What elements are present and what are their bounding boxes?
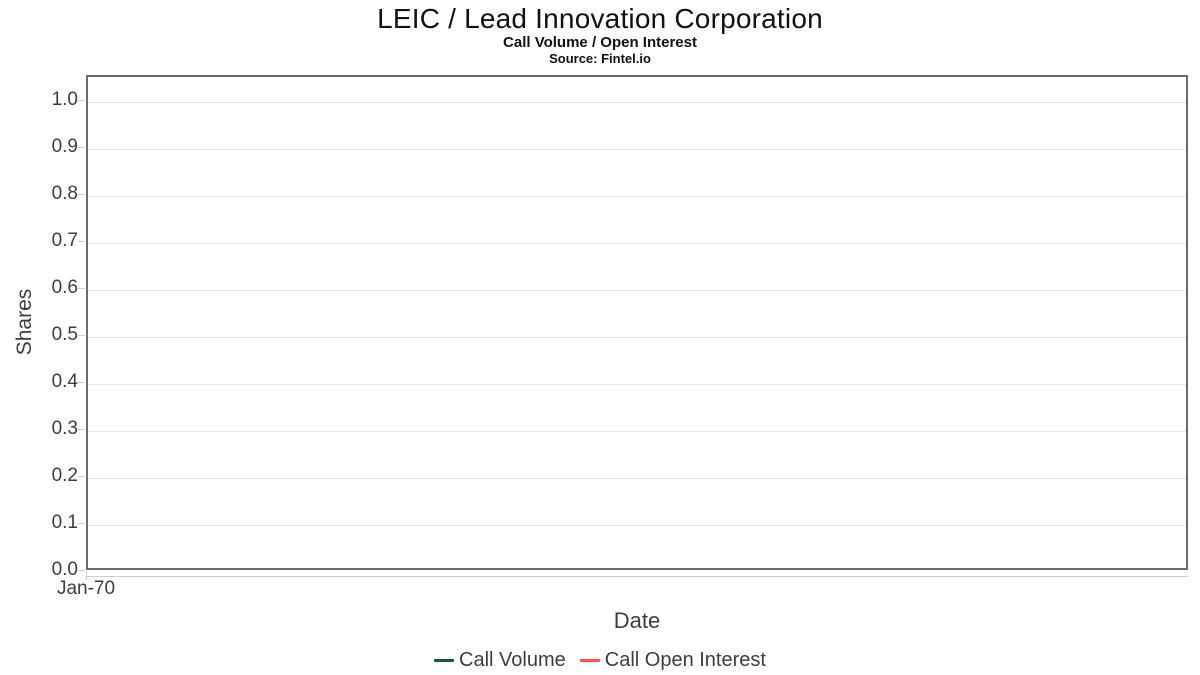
x-axis-line xyxy=(86,576,1188,577)
y-tick-mark xyxy=(78,523,85,524)
gridline xyxy=(88,196,1186,197)
chart-subtitle: Call Volume / Open Interest xyxy=(503,34,697,51)
x-axis-title: Date xyxy=(613,608,661,633)
legend: Call Volume Call Open Interest xyxy=(0,646,1200,674)
y-tick-mark xyxy=(78,335,85,336)
legend-label: Call Open Interest xyxy=(604,648,766,671)
plot-area xyxy=(86,75,1188,570)
chart-title: LEIC / Lead Innovation Corporation xyxy=(377,3,823,34)
y-tick-label: 0.1 xyxy=(51,512,78,533)
gridline xyxy=(88,384,1186,385)
legend-item-call-volume[interactable]: Call Volume xyxy=(434,649,566,672)
y-tick-label: 0.2 xyxy=(51,465,78,486)
legend-line-swatch xyxy=(579,658,600,662)
y-tick-label: 0.5 xyxy=(51,324,78,345)
y-tick-label: 0.3 xyxy=(51,418,78,439)
y-tick-mark xyxy=(78,194,85,195)
y-tick-label: 0.7 xyxy=(51,230,78,251)
gridline xyxy=(88,525,1186,526)
y-tick-mark xyxy=(78,570,85,571)
y-tick-mark xyxy=(78,288,85,289)
gridline xyxy=(88,243,1186,244)
y-tick-mark xyxy=(78,100,85,101)
chart-source: Source: Fintel.io xyxy=(549,51,651,66)
y-tick-label: 0.4 xyxy=(51,371,78,392)
y-tick-mark xyxy=(78,429,85,430)
y-axis-title: Shares xyxy=(13,288,36,356)
y-tick-label: 0.0 xyxy=(51,559,78,580)
gridline xyxy=(88,290,1186,291)
x-tick-label: Jan-70 xyxy=(56,578,116,599)
y-tick-label: 0.8 xyxy=(51,183,78,204)
gridline xyxy=(88,337,1186,338)
gridline xyxy=(88,102,1186,103)
legend-label: Call Volume xyxy=(459,648,566,671)
y-tick-label: 0.9 xyxy=(51,136,78,157)
legend-line-swatch xyxy=(434,658,455,662)
x-tick-mark xyxy=(86,572,87,580)
y-tick-label: 0.6 xyxy=(51,277,78,298)
legend-item-call-open-interest[interactable]: Call Open Interest xyxy=(579,648,766,672)
gridline xyxy=(88,478,1186,479)
y-tick-mark xyxy=(78,476,85,477)
gridline xyxy=(88,431,1186,432)
y-tick-label: 1.0 xyxy=(51,89,78,110)
y-tick-mark xyxy=(78,382,85,383)
gridline xyxy=(88,149,1186,150)
y-tick-mark xyxy=(78,147,85,148)
y-tick-mark xyxy=(78,241,85,242)
